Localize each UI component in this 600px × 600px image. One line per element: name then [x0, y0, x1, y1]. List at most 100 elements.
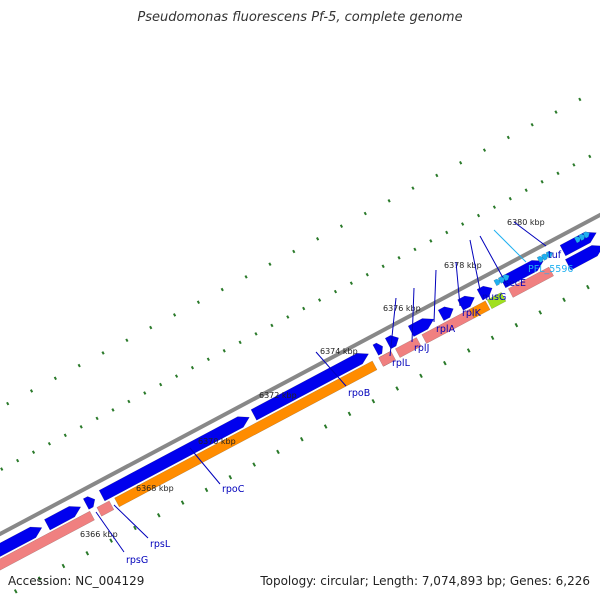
gc-tick-mid: [159, 382, 163, 387]
gene-bar-green: [486, 292, 507, 310]
scale-label: 6366 kbp: [80, 530, 118, 539]
gc-tick-inner: [13, 589, 18, 594]
cds-arrow: [98, 416, 250, 502]
gc-tick-mid: [174, 374, 179, 378]
gene-leader-line: [455, 261, 461, 307]
gc-tick-inner: [371, 398, 376, 404]
gc-tick-outer: [268, 262, 272, 266]
gc-tick-outer: [292, 249, 296, 254]
gc-tick-outer: [53, 376, 57, 381]
gene-label-tuf: tuf: [548, 250, 562, 261]
trna-marker: [545, 251, 553, 259]
gene-label-rpla: rplA: [436, 324, 456, 335]
gc-tick-mid: [413, 247, 417, 252]
trna-marker: [582, 231, 590, 239]
trna-marker: [541, 253, 549, 261]
gc-tick-inner: [586, 284, 590, 290]
gene-label-sece: secE: [504, 278, 526, 289]
gene-label-rpob: rpoB: [348, 388, 370, 399]
gc-tick-outer: [578, 97, 582, 102]
gene-leader-line: [513, 221, 547, 247]
gc-tick-outer: [554, 110, 558, 114]
gc-tick-mid: [270, 323, 274, 328]
gc-tick-mid: [318, 298, 322, 302]
scale-labels: 6366 kbp 6368 kbp 6370 kbp 6372 kbp 6374 kbp…: [80, 218, 545, 539]
gene-bar: [394, 337, 422, 358]
gene-leader-line: [411, 287, 415, 343]
cds-arrow: [457, 295, 475, 311]
gc-tick-mid: [0, 467, 4, 471]
gc-tick-mid: [540, 179, 544, 184]
scale-label: 6372 kbp: [259, 391, 297, 400]
gc-tick-inner: [109, 538, 113, 543]
gc-tick-outer: [482, 148, 487, 152]
gc-tick-inner: [419, 373, 423, 379]
cds-arrow: [564, 245, 600, 271]
genes-label: Genes:: [509, 574, 552, 588]
gene-bar-orange: [114, 360, 378, 508]
gene-leader-line: [479, 235, 503, 277]
gc-tick-inner: [61, 563, 66, 569]
cds-arrow: [372, 342, 383, 356]
gc-tick-inner: [490, 335, 495, 341]
gc-tick-mid: [556, 171, 560, 176]
gc-tick-mid: [429, 239, 433, 243]
gene-label-rpsl: rpsL: [150, 539, 171, 550]
gc-tick-mid: [222, 348, 226, 353]
gc-tick-inner: [180, 500, 185, 505]
gene-leader-line: [113, 504, 149, 539]
gc-tick-inner: [323, 424, 328, 429]
gc-tick-mid: [254, 332, 258, 336]
feature-tracks: [0, 212, 600, 571]
gc-tick-mid: [302, 306, 306, 311]
gc-tick-mid: [95, 416, 99, 421]
gene-leader-line: [189, 447, 221, 485]
gc-tick-mid: [445, 230, 449, 235]
trna-marker: [493, 278, 501, 287]
scale-label: 6378 kbp: [444, 261, 482, 270]
gc-tick-inner: [37, 576, 42, 581]
scale-label: 6368 kbp: [136, 484, 174, 493]
gene-bar: [378, 350, 396, 367]
topology-label: Topology:: [260, 574, 317, 588]
gene-leader-line: [433, 269, 437, 323]
gc-tick-outer: [77, 363, 81, 368]
gc-tick-mid: [31, 450, 36, 454]
gc-tick-outer: [530, 122, 534, 127]
gc-tick-outer: [506, 135, 510, 140]
gene-label-rplj: rplJ: [414, 343, 429, 354]
gene-bar-orange: [469, 300, 491, 319]
trna-marker: [497, 276, 506, 284]
gene-leader-line: [95, 511, 125, 553]
trna-marker: [573, 236, 582, 244]
gc-tick-inner: [252, 462, 256, 467]
gc-tick-mid: [381, 264, 385, 269]
cds-arrow: [44, 506, 82, 531]
genome-summary: Topology: circular; Length: 7,074,893 bp…: [260, 574, 590, 588]
gc-tick-mid: [111, 408, 115, 412]
gene-leader-line: [315, 351, 347, 387]
cds-arrow: [476, 285, 493, 301]
genes-value: 6,226: [555, 574, 590, 588]
gc-tick-inner: [562, 297, 566, 303]
gc-tick-inner: [395, 386, 400, 391]
gc-tick-inner: [466, 348, 471, 353]
accession-label: Accession:: [8, 574, 72, 588]
gc-tick-mid: [588, 154, 592, 159]
gc-tick-outer: [387, 199, 391, 203]
tick-marks: [0, 97, 592, 594]
gc-tick-mid: [286, 315, 290, 319]
gc-tick-mid: [349, 281, 353, 285]
gc-tick-mid: [492, 205, 497, 209]
gc-tick-outer: [435, 173, 439, 178]
gene-label-rpoc: rpoC: [222, 484, 245, 495]
gene-leader-line: [493, 229, 527, 263]
gc-tick-outer: [125, 338, 129, 343]
length-label: Length:: [372, 574, 419, 588]
accession-value: NC_004129: [75, 574, 145, 588]
genome-backbone: [0, 212, 600, 537]
cds-arrow: [82, 496, 96, 510]
gc-tick-mid: [16, 458, 20, 463]
